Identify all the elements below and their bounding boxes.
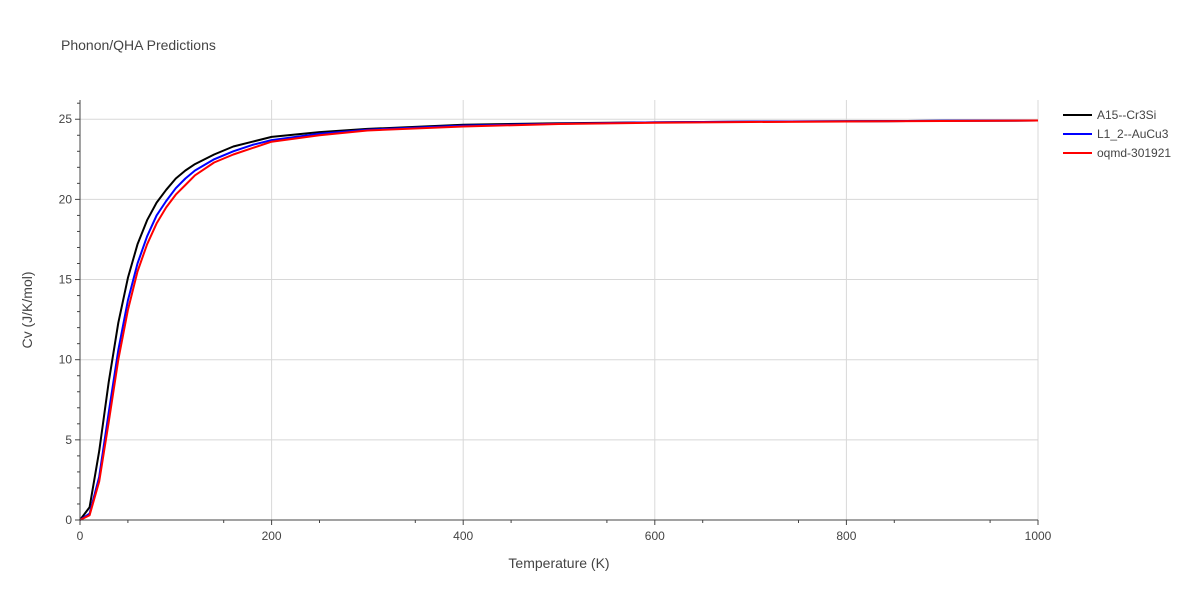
y-tick-label: 10: [59, 353, 73, 367]
x-tick-label: 1000: [1025, 529, 1052, 543]
series-line-2: [79, 119, 1039, 521]
legend-label-1: A15--Cr3Si: [1097, 108, 1156, 122]
axes: 0 200 400 600 800 1000 0 5 10 15 20 25: [59, 100, 1052, 543]
y-tick-label: 15: [59, 273, 73, 287]
y-tick-label: 20: [59, 192, 73, 206]
y-tick-label: 5: [65, 433, 72, 447]
x-tick-label: 0: [77, 529, 84, 543]
legend-label-2: L1_2--AuCu3: [1097, 127, 1169, 141]
series-line-1: [79, 119, 1039, 521]
series-line-3: [79, 119, 1039, 521]
x-tick-label: 800: [836, 529, 856, 543]
chart-title: Phonon/QHA Predictions: [61, 37, 216, 53]
y-axis-title: Cv (J/K/mol): [19, 272, 35, 349]
y-tick-label: 25: [59, 112, 73, 126]
legend-label-3: oqmd-301921: [1097, 146, 1171, 160]
x-tick-label: 400: [453, 529, 473, 543]
x-tick-label: 200: [262, 529, 282, 543]
x-tick-label: 600: [645, 529, 665, 543]
legend: A15--Cr3Si L1_2--AuCu3 oqmd-301921: [1063, 108, 1171, 160]
x-axis-title: Temperature (K): [508, 555, 609, 571]
y-tick-label: 0: [65, 513, 72, 527]
series-lines: [79, 119, 1039, 521]
grid: [80, 100, 1039, 520]
